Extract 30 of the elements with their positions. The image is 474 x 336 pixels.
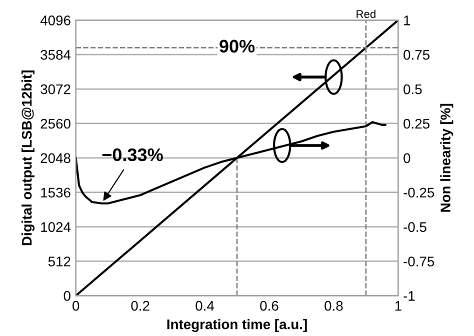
- x-tick-label: 1: [395, 301, 402, 311]
- y2-tick-label: 0.25: [404, 118, 430, 129]
- y2-tick-label: 0.75: [404, 50, 430, 60]
- x-tick-label: 0.2: [131, 300, 150, 311]
- y-tick-label: 0: [64, 291, 70, 301]
- y-tick-label: 2560: [40, 118, 70, 129]
- y-tick-label: 3584: [40, 50, 71, 60]
- y-tick-label: 1024: [41, 222, 71, 232]
- y-tick-label: 3072: [40, 84, 70, 94]
- x-tick-label: 0.4: [196, 300, 214, 311]
- x-tick-label: 0.8: [324, 300, 343, 311]
- y2-tick-label: -0.75: [404, 256, 434, 266]
- ref-line-label: Red: [356, 10, 376, 18]
- y-tick-label: 1536: [41, 188, 70, 198]
- y2-axis-title: Non linearity [%]: [440, 104, 454, 212]
- y-tick-label: 4096: [40, 15, 70, 26]
- y2-tick-label: 1: [404, 16, 410, 26]
- x-axis-title: Integration time [a.u.]: [167, 319, 307, 332]
- y2-tick-label: 0: [404, 153, 410, 164]
- x-tick-label: 0: [72, 300, 80, 311]
- y-tick-label: 2048: [40, 153, 70, 164]
- y2-tick-label: 0.5: [404, 84, 422, 94]
- y-axis-title: Digital output [LSB@12bit]: [22, 70, 35, 246]
- y2-tick-label: -0.25: [404, 188, 434, 198]
- y2-tick-label: -0.5: [404, 222, 426, 232]
- y-tick-label: 512: [48, 256, 70, 266]
- annotation: 90%: [220, 40, 255, 53]
- x-tick-label: 0.6: [260, 300, 278, 311]
- annotation: −0.33%: [102, 148, 163, 162]
- y2-tick-label: -1: [404, 291, 415, 301]
